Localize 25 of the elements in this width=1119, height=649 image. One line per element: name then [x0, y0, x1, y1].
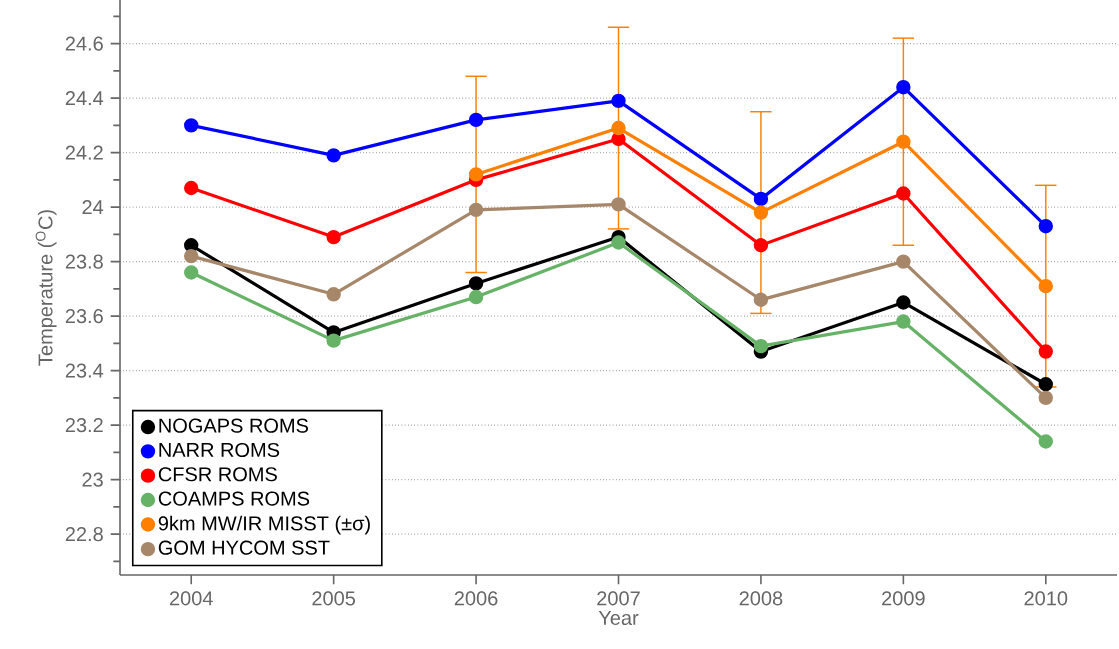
legend-label: NOGAPS ROMS	[159, 418, 309, 433]
x-tick-label: 2007	[597, 591, 640, 606]
x-tick-label: 2008	[739, 591, 783, 606]
y-tick-label: 24.4	[65, 91, 104, 106]
legend-label: NARR ROMS	[159, 442, 280, 458]
y-tick-label: 24.2	[65, 145, 103, 160]
x-tick-label: 2004	[169, 591, 213, 606]
x-tick-label: 2006	[454, 591, 498, 606]
y-tick-label: 23	[82, 472, 103, 487]
x-axis-title: Year	[598, 611, 639, 625]
y-tick-label: 23.8	[65, 254, 103, 269]
y-tick-label: 22.8	[65, 527, 103, 542]
legend-label: CFSR ROMS	[158, 467, 277, 482]
x-tick-label: 2005	[312, 591, 356, 606]
legend-label: 9km MW/IR MISST (±σ)	[158, 515, 370, 535]
y-tick-label: 23.6	[65, 309, 103, 324]
y-tick-label: 23.4	[65, 363, 104, 378]
y-axis-title: Temperature ($^{O}$C)	[35, 210, 57, 366]
legend-label: COAMPS ROMS	[158, 491, 310, 506]
x-tick-label: 2009	[882, 591, 925, 606]
y-tick-label: 24	[82, 200, 104, 215]
x-tick-label: 2010	[1024, 591, 1068, 606]
y-tick-label: 23.2	[65, 418, 103, 433]
y-tick-label: 24.6	[65, 36, 103, 51]
legend-label: GOM HYCOM SST	[158, 540, 330, 555]
